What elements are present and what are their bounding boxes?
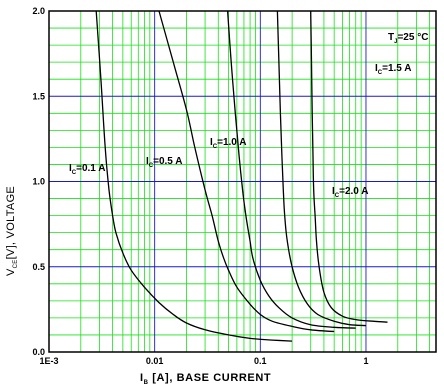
tick-labels: 1E-3 0.01 0.1 1 0.0 0.5 1.0 1.5 2.0 xyxy=(32,6,368,366)
x-tick-label: 1 xyxy=(363,356,368,366)
curve-label-ic-2-0: IC=2.0 A xyxy=(332,186,369,199)
svg-text:IC=2.0 A: IC=2.0 A xyxy=(332,186,369,199)
y-axis-label: VCE[V], VOLTAGE xyxy=(5,186,19,276)
svg-text:TJ=25 °C: TJ=25 °C xyxy=(388,32,428,45)
svg-text:IC=0.5 A: IC=0.5 A xyxy=(146,156,183,169)
svg-text:IC=1.5 A: IC=1.5 A xyxy=(375,63,412,76)
y-tick-label: 0.5 xyxy=(32,262,45,272)
svg-text:IB [A], BASE CURRENT: IB [A], BASE CURRENT xyxy=(140,372,271,386)
curve-label-ic-0-1: IC=0.1 A xyxy=(69,163,106,176)
curve-ic-series-1 xyxy=(158,10,335,333)
curve-ic-series-0 xyxy=(95,10,293,342)
x-axis-label: IB [A], BASE CURRENT xyxy=(140,372,271,386)
y-tick-label: 2.0 xyxy=(32,6,45,16)
x-tick-label: 0.01 xyxy=(146,356,164,366)
temperature-annotation: TJ=25 °C xyxy=(388,32,428,45)
svg-text:IC=0.1 A: IC=0.1 A xyxy=(69,163,106,176)
curve-ic-series-2 xyxy=(226,10,356,329)
x-tick-label: 1E-3 xyxy=(39,356,58,366)
curve-ic-series-3 xyxy=(276,10,367,327)
x-tick-label: 0.1 xyxy=(254,356,267,366)
curve-label-ic-1-5: IC=1.5 A xyxy=(375,63,412,76)
svg-text:IC=1.0 A: IC=1.0 A xyxy=(210,137,247,150)
y-tick-label: 1.0 xyxy=(32,177,45,187)
y-tick-label: 0.0 xyxy=(32,347,45,357)
curve-label-ic-0-5: IC=0.5 A xyxy=(146,156,183,169)
svg-text:VCE[V], VOLTAGE: VCE[V], VOLTAGE xyxy=(5,186,19,276)
y-tick-label: 1.5 xyxy=(32,91,45,101)
curves xyxy=(95,10,388,342)
curve-label-ic-1-0: IC=1.0 A xyxy=(210,137,247,150)
curve-ic-series-4 xyxy=(310,10,388,323)
plot-frame xyxy=(48,10,437,353)
